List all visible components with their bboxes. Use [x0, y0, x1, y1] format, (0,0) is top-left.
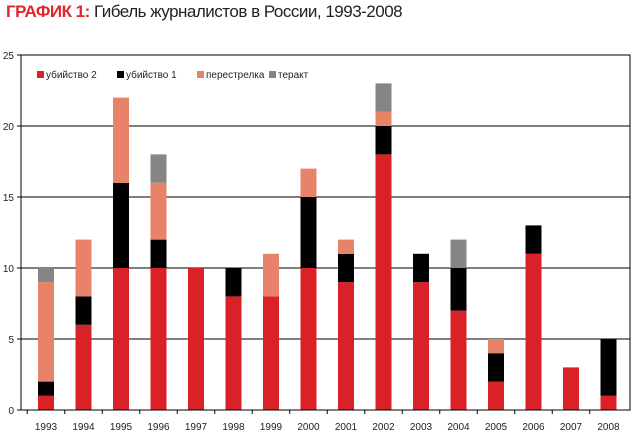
legend-swatch — [197, 71, 204, 78]
bar-segment — [75, 239, 92, 297]
x-tick-label: 1998 — [222, 422, 245, 433]
bar-segment — [150, 154, 167, 183]
legend-swatch — [37, 71, 44, 78]
bar-segment — [450, 239, 467, 268]
y-tick-label: 25 — [3, 51, 15, 62]
x-tick-label: 2005 — [485, 422, 508, 433]
bar-segment — [375, 154, 392, 410]
x-tick-label: 1999 — [260, 422, 283, 433]
bar-segment — [300, 197, 317, 268]
x-tick-label: 2008 — [597, 422, 620, 433]
bar-segment — [413, 253, 429, 283]
y-tick-label: 20 — [3, 122, 15, 133]
legend-swatch — [269, 71, 276, 78]
title-text: Гибель журналистов в России, 1993-2008 — [94, 2, 403, 21]
bar-segment — [113, 97, 129, 183]
title-label: ГРАФИК 1: — [6, 2, 90, 21]
bar-segment — [150, 268, 167, 410]
y-tick-label: 15 — [3, 193, 15, 204]
bar-segment — [75, 296, 92, 325]
bar-segment — [38, 381, 54, 396]
bar-segment — [375, 111, 392, 126]
x-tick-label: 2000 — [297, 422, 320, 433]
bar-segment — [525, 225, 542, 254]
bar-segment — [113, 268, 129, 410]
x-tick-label: 2004 — [447, 422, 470, 433]
bar-segment — [488, 353, 504, 382]
x-tick-label: 1993 — [35, 422, 58, 433]
bar-segment — [38, 395, 54, 410]
bar-segment — [38, 282, 54, 382]
x-tick-label: 1997 — [185, 422, 208, 433]
bar-segment — [488, 339, 504, 354]
bar-segment — [300, 268, 317, 410]
bar-segment — [225, 268, 242, 297]
y-tick-label: 0 — [8, 406, 14, 417]
bar-segment — [450, 310, 467, 410]
y-tick-label: 5 — [8, 335, 14, 346]
x-tick-label: 1994 — [72, 422, 95, 433]
y-tick-label: 10 — [3, 264, 15, 275]
legend-label: перестрелка — [206, 70, 265, 81]
bar-segment — [113, 182, 129, 268]
bar-segment — [338, 282, 354, 410]
bar-segment — [263, 253, 279, 297]
bar-segment — [225, 296, 242, 410]
legend-label: убийство 2 — [46, 69, 97, 81]
x-tick-label: 2001 — [335, 422, 358, 433]
bar-segment — [375, 126, 392, 155]
chart-title: ГРАФИК 1: Гибель журналистов в России, 1… — [6, 2, 403, 22]
x-tick-label: 1995 — [110, 422, 133, 433]
bar-segment — [525, 253, 542, 410]
bar-segment — [413, 282, 429, 410]
bar-segment — [150, 239, 167, 268]
bar-segment — [375, 83, 392, 112]
x-tick-label: 2006 — [522, 422, 545, 433]
x-tick-label: 1996 — [147, 422, 170, 433]
bar-segment — [563, 367, 579, 410]
bar-segment — [263, 296, 279, 410]
bar-segment — [150, 182, 167, 240]
bar-segment — [338, 239, 354, 254]
bar-segment — [600, 395, 617, 410]
x-tick-label: 2007 — [560, 422, 583, 433]
bar-segment — [450, 268, 467, 311]
legend-swatch — [117, 71, 124, 78]
bar-segment — [38, 268, 54, 283]
bar-segment — [188, 268, 204, 410]
bar-segment — [338, 253, 354, 283]
x-tick-label: 2002 — [372, 422, 395, 433]
bar-segment — [488, 381, 504, 410]
legend-label: убийство 1 — [126, 69, 177, 81]
legend-label: теракт — [278, 70, 309, 81]
bar-segment — [600, 339, 617, 396]
x-tick-label: 2003 — [410, 422, 433, 433]
bar-segment — [300, 168, 317, 197]
bar-segment — [75, 324, 92, 410]
